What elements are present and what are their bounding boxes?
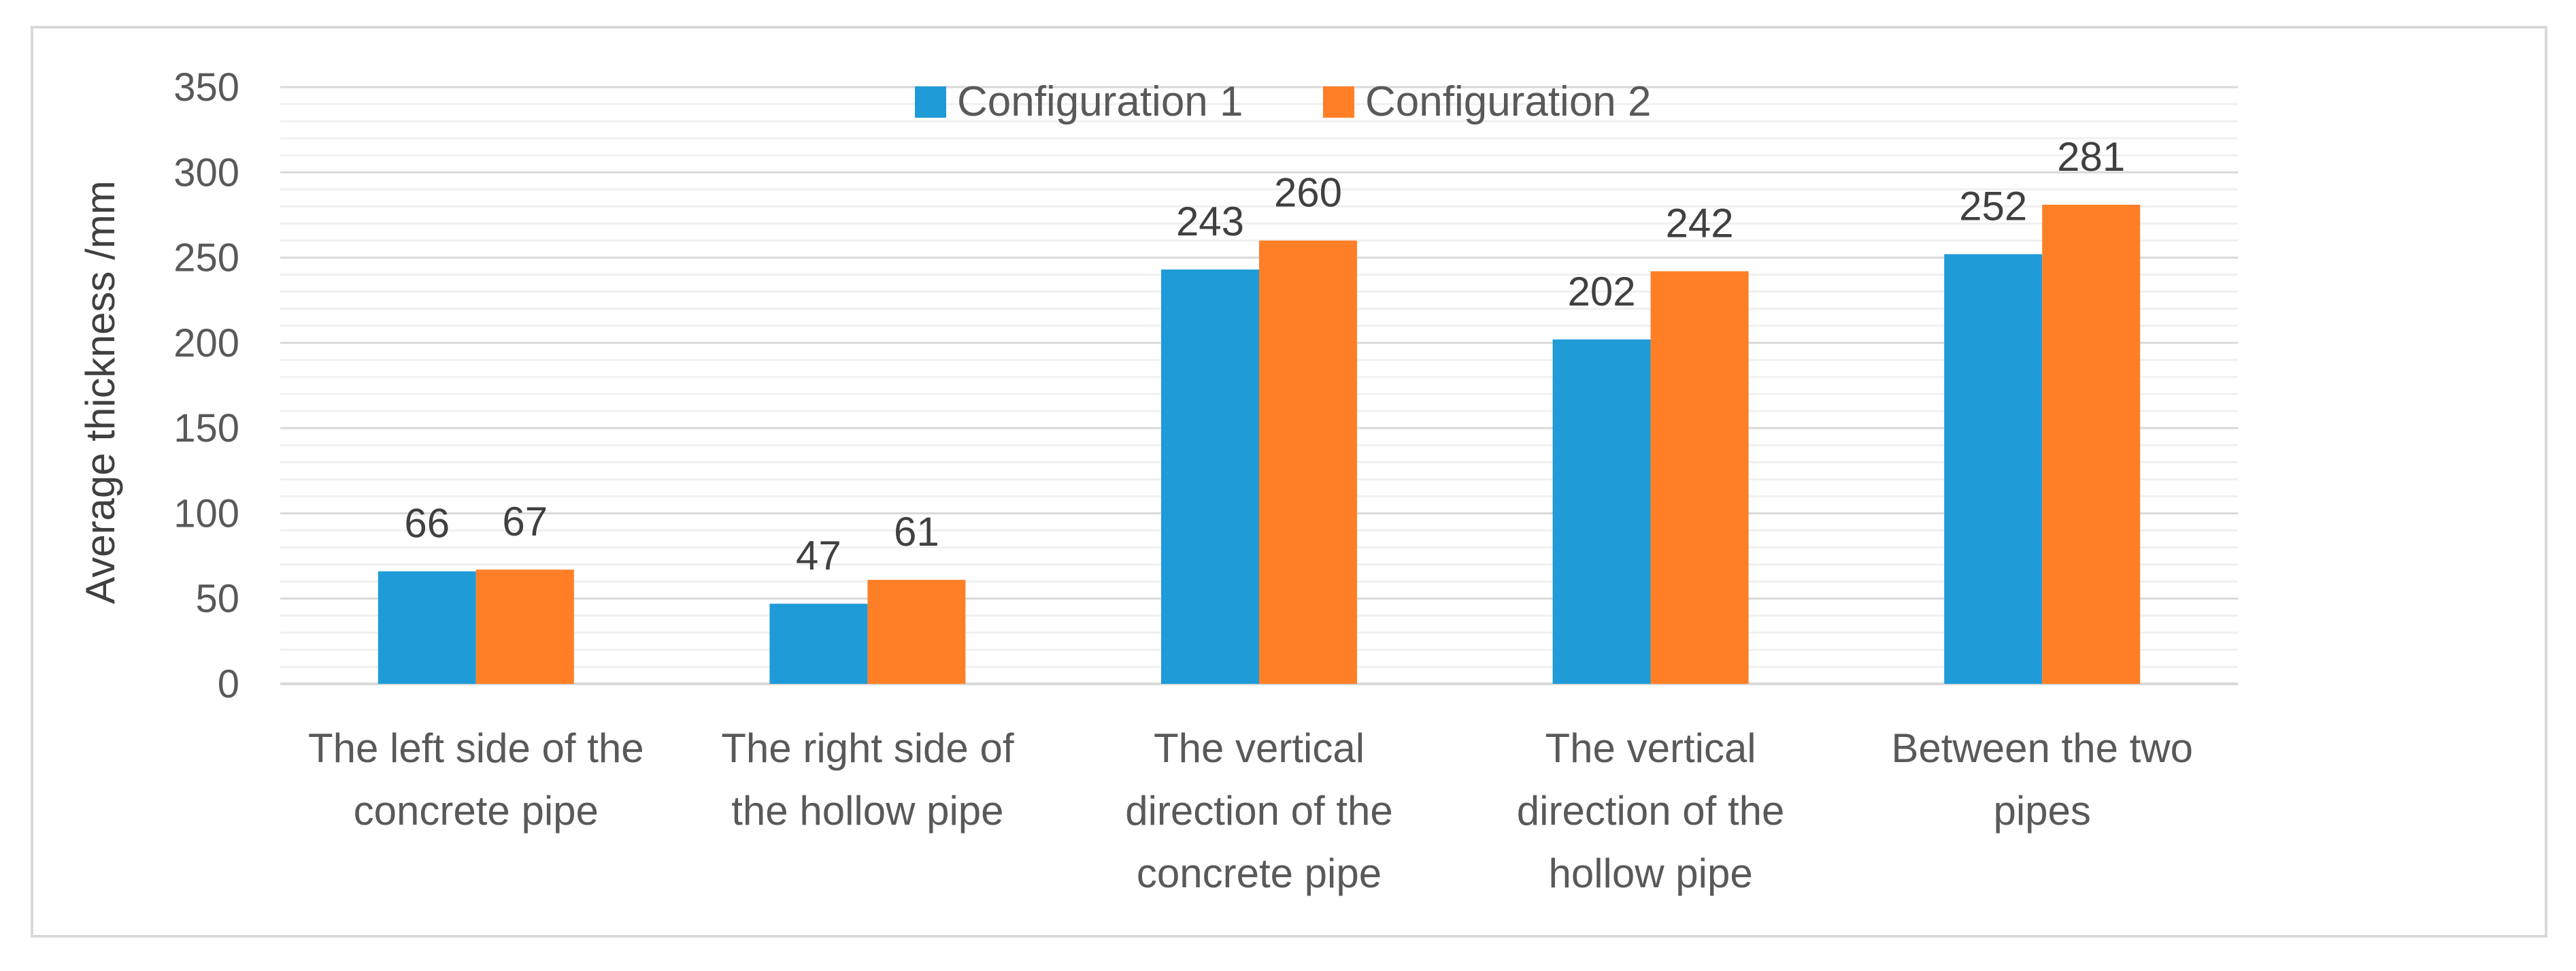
data-label: 67 bbox=[502, 499, 548, 544]
bar-1[interactable] bbox=[1552, 339, 1651, 684]
legend-label-1: Configuration 1 bbox=[957, 78, 1243, 125]
data-label: 61 bbox=[894, 509, 939, 555]
x-category-label: The vertical direction of the concrete pip… bbox=[1125, 725, 1393, 896]
legend-label-2: Configuration 2 bbox=[1365, 78, 1652, 125]
y-tick-label: 350 bbox=[173, 65, 239, 110]
data-label: 242 bbox=[1666, 201, 1734, 246]
data-label: 66 bbox=[404, 501, 450, 546]
legend-swatch-2 bbox=[1323, 86, 1354, 118]
bar-2[interactable] bbox=[2042, 204, 2141, 684]
y-tick-label: 200 bbox=[173, 321, 239, 365]
data-label: 281 bbox=[2057, 134, 2125, 180]
data-label: 252 bbox=[1959, 184, 2027, 229]
x-category-label: The vertical direction of the hollow pipe bbox=[1517, 725, 1785, 896]
y-axis-title: Average thickness /mm bbox=[78, 180, 123, 604]
y-tick-label: 250 bbox=[173, 236, 239, 280]
bar-1[interactable] bbox=[1161, 269, 1259, 684]
data-label: 243 bbox=[1176, 199, 1244, 244]
bar-1[interactable] bbox=[769, 604, 868, 684]
y-tick-label: 50 bbox=[195, 577, 239, 621]
bar-2[interactable] bbox=[475, 570, 574, 684]
legend-swatch-1 bbox=[915, 86, 946, 118]
bar-1[interactable] bbox=[378, 571, 476, 684]
x-category-label: Between the two pipes bbox=[1891, 725, 2193, 834]
x-category-label: The right side of the hollow pipe bbox=[721, 725, 1014, 834]
bar-2[interactable] bbox=[1259, 240, 1357, 684]
bar-2[interactable] bbox=[867, 580, 966, 684]
data-label: 47 bbox=[796, 533, 841, 578]
y-tick-label: 0 bbox=[218, 662, 239, 706]
bar-2[interactable] bbox=[1650, 271, 1749, 684]
y-tick-label: 150 bbox=[173, 406, 239, 450]
data-label: 260 bbox=[1274, 170, 1342, 216]
bar-1[interactable] bbox=[1944, 254, 2043, 684]
x-category-label: The left side of the concrete pipe bbox=[308, 725, 644, 834]
y-tick-label: 300 bbox=[173, 150, 239, 195]
data-label: 202 bbox=[1568, 269, 1636, 314]
y-tick-label: 100 bbox=[173, 491, 239, 536]
